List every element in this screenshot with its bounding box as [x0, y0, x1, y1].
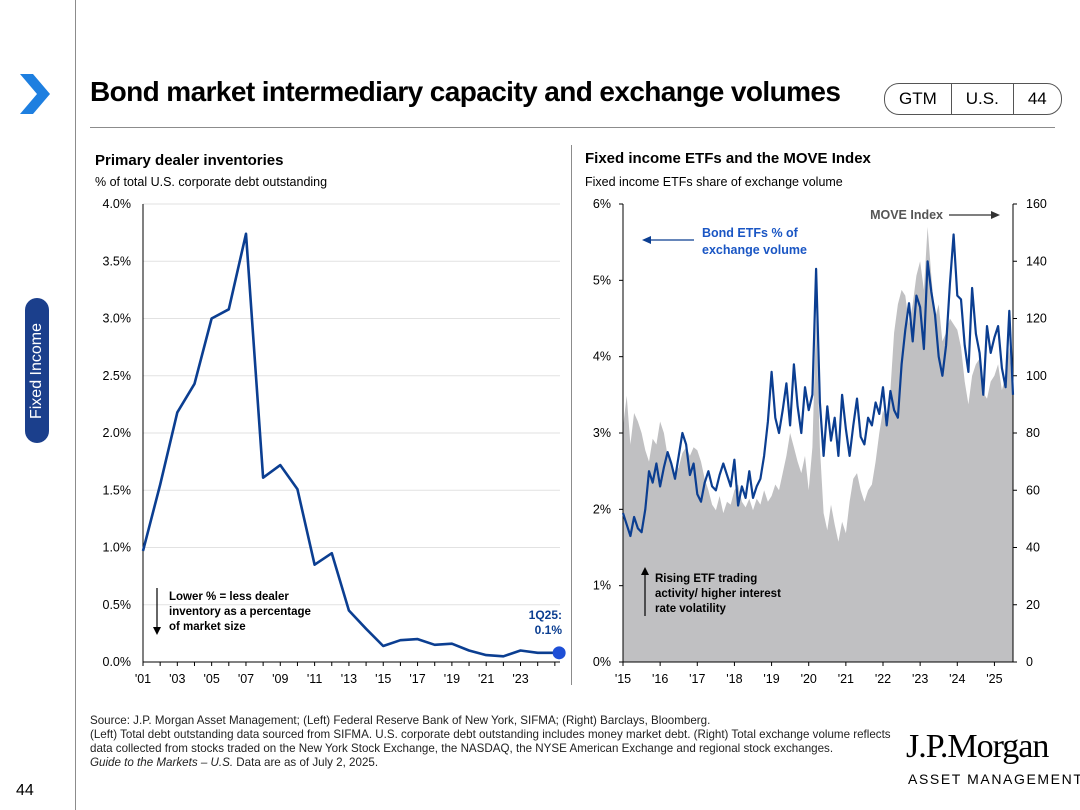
- title-rule: [90, 127, 1055, 128]
- right-chart-subtitle: Fixed income ETFs share of exchange volu…: [585, 175, 843, 189]
- tag-gtm: GTM: [899, 89, 937, 108]
- source-line-2: (Left) Total debt outstanding data sourc…: [90, 728, 891, 755]
- left-y-tick-label: 2.0%: [103, 426, 132, 440]
- right-right-tick-label: 120: [1026, 312, 1047, 326]
- left-x-tick-label: '01: [135, 672, 151, 686]
- right-x-tick-label: '17: [689, 672, 705, 686]
- left-x-tick-label: '17: [409, 672, 425, 686]
- left-note-line-1: Lower % = less dealer: [169, 591, 289, 603]
- right-right-tick-label: 100: [1026, 369, 1047, 383]
- left-arrow-icon: [642, 236, 651, 244]
- etf-label-line-2: exchange volume: [702, 243, 807, 257]
- source-line-1: Source: J.P. Morgan Asset Management; (L…: [90, 714, 711, 727]
- right-x-tick-label: '18: [726, 672, 742, 686]
- left-x-tick-label: '07: [238, 672, 254, 686]
- right-right-tick-label: 80: [1026, 426, 1040, 440]
- left-chart-title: Primary dealer inventories: [95, 152, 283, 169]
- header-tags: GTM U.S. 44: [884, 83, 1062, 115]
- right-left-tick-label: 6%: [593, 197, 611, 211]
- left-x-tick-label: '03: [169, 672, 185, 686]
- right-x-tick-label: '16: [652, 672, 668, 686]
- right-chart-title: Fixed income ETFs and the MOVE Index: [585, 150, 872, 167]
- left-y-tick-label: 1.0%: [103, 541, 132, 555]
- left-y-tick-label: 0.0%: [103, 655, 132, 669]
- tag-page: 44: [1012, 84, 1061, 114]
- right-x-tick-label: '21: [838, 672, 854, 686]
- left-y-tick-label: 3.5%: [103, 254, 132, 268]
- page-number: 44: [16, 782, 34, 799]
- right-x-tick-label: '24: [949, 672, 965, 686]
- left-x-tick-label: '23: [512, 672, 528, 686]
- right-right-tick-label: 20: [1026, 598, 1040, 612]
- end-label-line-1: 1Q25:: [529, 608, 562, 622]
- left-x-tick-label: '05: [203, 672, 219, 686]
- right-x-tick-label: '23: [912, 672, 928, 686]
- left-y-tick-label: 1.5%: [103, 483, 132, 497]
- move-index-label: MOVE Index: [870, 208, 943, 222]
- right-arrow-icon: [991, 211, 1000, 219]
- jpmorgan-logo: J.P.Morgan: [906, 728, 1049, 765]
- right-x-tick-label: '19: [763, 672, 779, 686]
- right-x-tick-label: '20: [801, 672, 817, 686]
- right-right-tick-label: 140: [1026, 254, 1047, 268]
- left-x-tick-label: '15: [375, 672, 391, 686]
- left-y-tick-label: 3.0%: [103, 312, 132, 326]
- dealer-inventories-line: [141, 232, 560, 658]
- logo-subtitle: ASSET MANAGEMENT: [908, 771, 1080, 787]
- left-note-line-3: of market size: [169, 621, 246, 633]
- source-notes: Source: J.P. Morgan Asset Management; (L…: [90, 714, 905, 770]
- page-title: Bond market intermediary capacity and ex…: [90, 76, 841, 107]
- right-left-tick-label: 0%: [593, 655, 611, 669]
- bottom-note-line-2: activity/ higher interest: [655, 588, 781, 600]
- move-index-area: [623, 226, 1013, 662]
- chart-divider: [571, 145, 572, 685]
- right-left-tick-label: 5%: [593, 273, 611, 287]
- left-note-line-2: inventory as a percentage: [169, 606, 311, 618]
- right-right-tick-label: 60: [1026, 483, 1040, 497]
- right-x-tick-label: '15: [615, 672, 631, 686]
- bottom-note-line-3: rate volatility: [655, 603, 727, 615]
- bond-etf-share-line: [621, 233, 1015, 538]
- chevron-right-icon: [20, 74, 50, 114]
- left-y-tick-label: 0.5%: [103, 598, 132, 612]
- left-chart-subtitle: % of total U.S. corporate debt outstandi…: [95, 175, 327, 189]
- guide-title: Guide to the Markets – U.S.: [90, 756, 234, 769]
- left-y-tick-label: 4.0%: [103, 197, 132, 211]
- down-arrow-icon: [153, 627, 161, 635]
- end-label-line-2: 0.1%: [535, 623, 563, 637]
- right-right-tick-label: 160: [1026, 197, 1047, 211]
- right-left-tick-label: 1%: [593, 579, 611, 593]
- tag-region: U.S.: [950, 84, 1013, 114]
- bottom-note-line-1: Rising ETF trading: [655, 573, 757, 585]
- right-left-tick-label: 3%: [593, 426, 611, 440]
- left-x-tick-label: '19: [444, 672, 460, 686]
- left-x-tick-label: '11: [307, 672, 322, 686]
- left-y-tick-label: 2.5%: [103, 369, 132, 383]
- right-left-tick-label: 2%: [593, 502, 611, 516]
- left-x-tick-label: '13: [341, 672, 357, 686]
- left-x-tick-label: '21: [478, 672, 494, 686]
- latest-point-marker: [552, 646, 566, 660]
- right-left-tick-label: 4%: [593, 350, 611, 364]
- right-right-tick-label: 0: [1026, 655, 1033, 669]
- right-x-tick-label: '22: [875, 672, 891, 686]
- left-x-tick-label: '09: [272, 672, 288, 686]
- up-arrow-icon: [641, 567, 649, 575]
- source-line-3: Guide to the Markets – U.S. Data are as …: [90, 756, 905, 770]
- left-margin-rule: [75, 0, 76, 810]
- section-tab[interactable]: Fixed Income: [25, 298, 49, 443]
- data-date: Data are as of July 2, 2025.: [233, 756, 379, 769]
- right-x-tick-label: '25: [986, 672, 1002, 686]
- right-right-tick-label: 40: [1026, 541, 1040, 555]
- etf-label-line-1: Bond ETFs % of: [702, 226, 799, 240]
